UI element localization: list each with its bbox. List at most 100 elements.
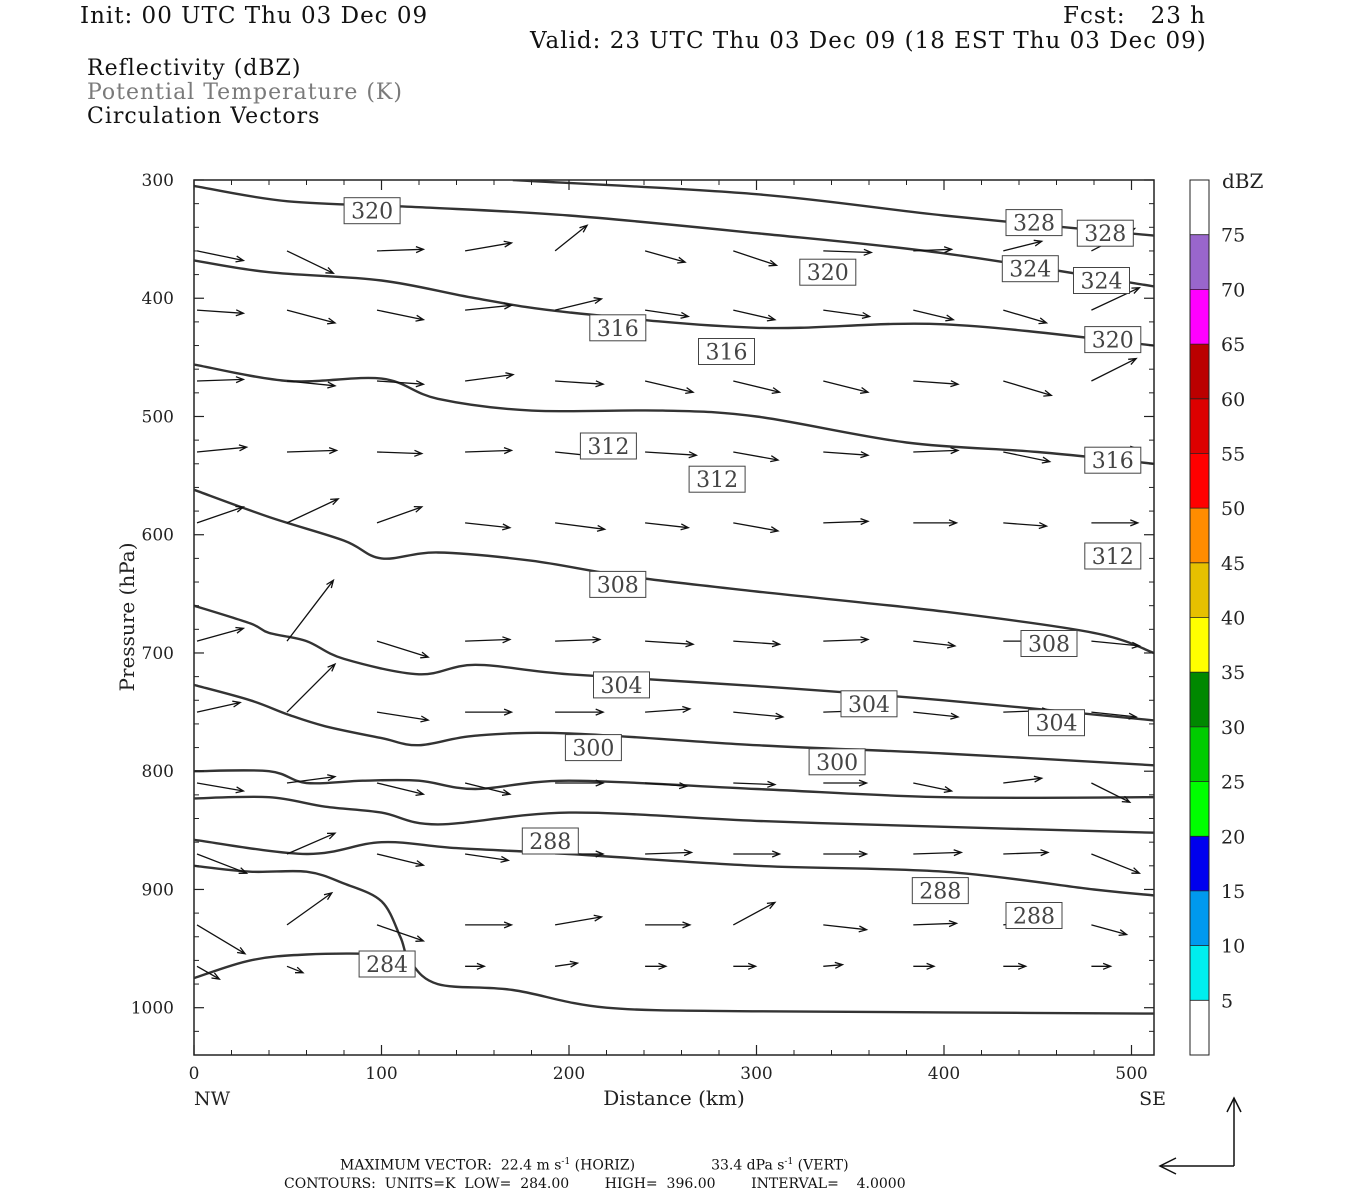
vector-arrow [376,711,430,723]
y-tick-label: 300 [142,171,174,191]
vector-arrow [733,380,782,395]
vector-arrow [376,245,426,254]
vector-arrow [376,924,426,942]
x-left-end-label: NW [194,1088,231,1110]
x-tick-label: 200 [553,1064,585,1084]
vector-arrow [196,700,242,713]
vector-arrow [732,901,777,926]
vector-arrow [465,921,514,929]
vector-arrow [286,498,340,524]
y-tick-label: 600 [142,526,174,546]
vector-arrow [645,705,692,713]
vector-arrow [823,961,845,969]
colorbar-label: 50 [1221,498,1245,520]
x-tick-label: 300 [740,1064,772,1084]
vector-arrow [644,250,687,264]
contour-label-box [799,258,857,286]
vector-arrow [465,446,514,455]
contour-info: CONTOURS: UNITS=K LOW= 284.00 HIGH= 396.… [284,1176,906,1192]
vector-arrow [555,522,607,532]
theta-contours [194,180,1154,1015]
colorbar-label: 45 [1221,553,1245,575]
vector-arrow [1091,640,1142,649]
x-tick-label: 0 [189,1064,200,1084]
vector-arrow [645,921,692,929]
vector-arrow [286,578,335,642]
vector-arrow [733,850,782,858]
vector-arrow [913,919,959,928]
vector-arrow [554,297,604,311]
vector-arrow [555,380,605,388]
contour-label-box [808,748,866,776]
vector-arrow [913,519,959,527]
vector-arrow [376,782,426,797]
colorbar-segment [1190,398,1209,454]
vector-arrow [823,451,870,459]
vector-arrow [823,779,869,787]
vector-arrow [1091,357,1138,382]
x-tick-label: 100 [365,1064,397,1084]
contour-label-box [589,314,647,342]
contour-label-box [698,338,755,365]
vector-arrow [913,849,964,857]
contour-label-box [521,827,579,855]
contour-label: 324 [1081,270,1123,295]
vector-arrow [733,640,782,648]
contour-label: 288 [529,830,571,855]
contour-label-box [1001,255,1059,283]
vector-arrow [823,517,870,526]
theta-contour-304 [194,683,1154,767]
vector-arrow [464,240,514,252]
colorbar-segment [1190,180,1209,235]
vector-arrow [913,962,936,970]
vector-arrow [554,224,589,252]
vector-arrow [913,782,954,794]
vector-arrow [286,662,337,713]
colorbar-unit: dBZ [1222,169,1264,193]
colorbar-segment [1190,344,1209,399]
colorbar: 5 10 15 20 25 30 35 40 45 50 55 60 65 70 75 [1189,179,1245,1056]
vector-arrow [733,780,777,788]
contour-label: 284 [366,953,408,978]
theta-contour-312 [194,488,1154,655]
contour-label-box [1020,630,1078,657]
vector-arrow [286,774,337,784]
vector-arrow [733,962,758,970]
x-tick-label: 400 [928,1064,960,1084]
vector-arrow [1003,522,1049,530]
vector-arrow [196,309,246,317]
contour-label-box [688,465,746,493]
vector-arrow [913,246,954,254]
contour-label: 324 [1009,258,1051,283]
contour-label-box [840,690,898,718]
colorbar-label: 30 [1221,717,1245,739]
vector-arrow [823,248,874,256]
vector-arrow [1091,711,1138,720]
vector-arrow [196,444,249,453]
contour-label: 304 [601,674,643,699]
contour-label: 316 [706,341,748,366]
contour-label-box [1084,446,1142,474]
colorbar-segment [1190,1000,1209,1055]
vector-arrow [823,380,870,394]
y-tick-label: 800 [142,762,174,782]
contour-label-box [1084,326,1142,354]
contour-label: 288 [1013,905,1055,930]
vector-arrow [554,914,604,926]
vector-arrow [376,449,424,457]
y-tick-label: 1000 [131,999,174,1019]
colorbar-segment [1190,672,1209,727]
vector-arrow [196,250,246,263]
vector-arrow [645,849,694,857]
vector-arrow [733,451,780,463]
vector-arrow [823,924,869,933]
y-tick-label: 500 [142,407,174,427]
contour-labels: 320 328 328 320 324 324 316 316 320 312 312 316 308 3… [343,197,1142,978]
vector-arrow [1003,849,1050,857]
contour-label: 320 [351,200,393,225]
colorbar-label: 25 [1221,772,1245,794]
vector-arrow [823,309,872,320]
contour-label: 312 [696,468,738,493]
vector-arrow [555,636,602,644]
